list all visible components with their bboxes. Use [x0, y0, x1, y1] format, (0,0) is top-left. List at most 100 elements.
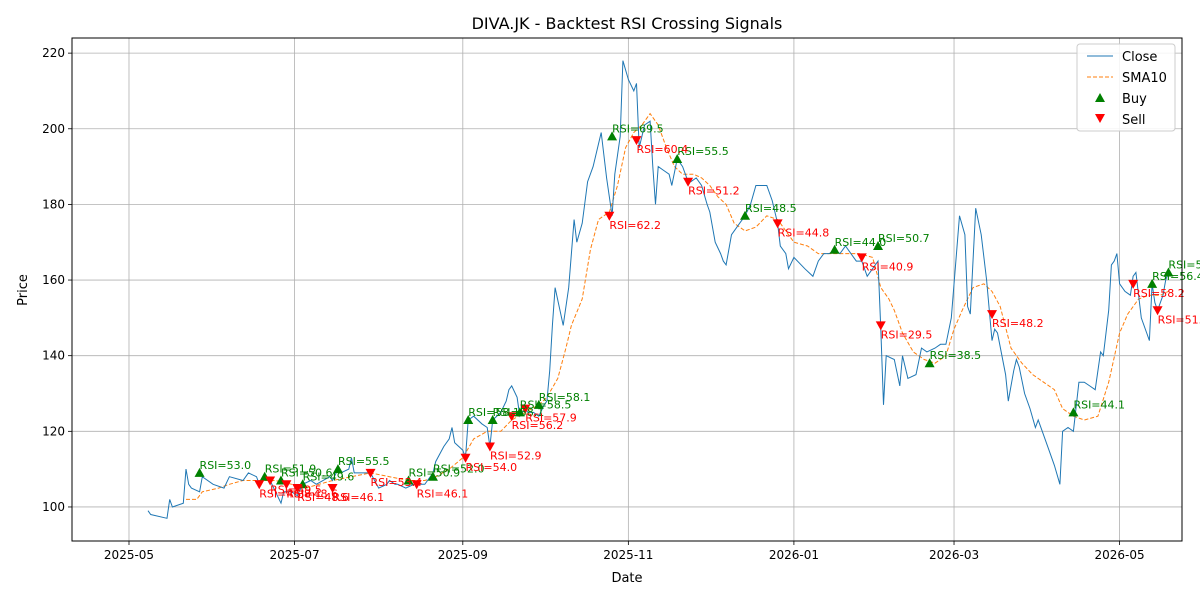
sell-annotation: RSI=49.5	[270, 483, 322, 496]
close-line	[147, 60, 1169, 519]
legend-buy-swatch	[1095, 93, 1105, 102]
y-tick-label: 220	[42, 46, 65, 60]
sell-annotation: RSI=52.9	[490, 449, 542, 462]
buy-annotation: RSI=55.5	[338, 455, 390, 468]
sell-annotation: RSI=54.0	[466, 461, 518, 474]
buy-annotation: RSI=51.9	[265, 463, 317, 476]
legend-box	[1076, 43, 1176, 132]
buy-annotation: RSI=58.5	[520, 398, 572, 411]
buy-marker	[873, 241, 884, 251]
buy-annotation: RSI=50.6	[281, 466, 333, 479]
sell-annotation: RSI=53.4	[371, 476, 423, 489]
buy-annotation: RSI=50.7	[878, 232, 930, 245]
buy-annotation: RSI=44.1	[1073, 398, 1125, 411]
sell-marker	[292, 484, 303, 494]
y-axis-ticks: 100 120 140 160 180 200 220	[42, 46, 72, 514]
legend-buy-label: Buy	[1122, 92, 1147, 107]
buy-marker	[487, 414, 498, 424]
legend: Close SMA10 Buy Sell	[1076, 43, 1176, 132]
sell-annotation: RSI=62.2	[609, 219, 661, 232]
sell-marker	[604, 211, 615, 221]
sell-marker	[1128, 279, 1139, 289]
x-tick-label: 2025-11	[603, 548, 653, 562]
sell-annotation: RSI=57.9	[525, 412, 577, 425]
buy-marker	[924, 358, 935, 368]
buy-marker	[672, 154, 683, 164]
buy-annotation: RSI=49.6	[303, 470, 355, 483]
buy-marker	[332, 464, 343, 474]
sell-marker	[772, 219, 783, 229]
buy-annotation: RSI=58.1	[539, 391, 591, 404]
buy-annotation: RSI=56.4	[1152, 270, 1200, 283]
buy-annotation: RSI=69.5	[612, 122, 664, 135]
buy-marker	[463, 414, 474, 424]
sell-marker	[1152, 306, 1163, 316]
buy-annotation: RSI=48.5	[745, 202, 797, 215]
buy-annotation: RSI=44.0	[835, 236, 887, 249]
buy-marker	[607, 131, 618, 141]
buy-annotation: RSI=38.5	[930, 349, 982, 362]
sell-annotation: RSI=48.6	[286, 487, 338, 500]
x-tick-label: 2026-05	[1095, 548, 1145, 562]
buy-marker	[1147, 278, 1158, 288]
x-axis-label: Date	[611, 571, 642, 586]
buy-marker	[427, 471, 438, 481]
buy-marker	[514, 407, 525, 417]
sell-marker	[254, 480, 265, 490]
x-tick-label: 2025-09	[438, 548, 488, 562]
buy-marker	[194, 467, 205, 477]
legend-close-label: Close	[1122, 50, 1157, 65]
sell-annotation: RSI=46.1	[333, 491, 385, 504]
sell-annotation: RSI=51.2	[688, 185, 740, 198]
y-tick-label: 140	[42, 349, 65, 363]
sell-marker	[506, 412, 517, 422]
sell-marker	[327, 484, 338, 494]
buy-annotation: RSI=57.2	[1168, 258, 1200, 271]
legend-sell-swatch	[1095, 114, 1105, 123]
sell-annotation: RSI=40.9	[862, 260, 914, 273]
sell-marker	[281, 480, 292, 490]
x-tick-label: 2025-07	[269, 548, 319, 562]
buy-marker	[1163, 267, 1174, 277]
sell-annotation: RSI=48.6	[297, 491, 349, 504]
sell-annotation: RSI=56.2	[512, 419, 564, 432]
y-axis-label: Price	[16, 274, 31, 306]
plot-frame	[71, 37, 1183, 542]
sell-marker	[631, 136, 642, 146]
x-tick-label: 2026-03	[929, 548, 979, 562]
sell-marker	[683, 177, 694, 187]
sell-marker	[411, 480, 422, 490]
y-tick-label: 100	[42, 500, 65, 514]
legend-sma10-label: SMA10	[1122, 71, 1167, 86]
buy-annotation: RSI=52.0	[433, 463, 485, 476]
buy-annotation: RSI=53.0	[200, 459, 252, 472]
sell-marker	[987, 310, 998, 320]
sell-annotation: RSI=46.8	[259, 487, 311, 500]
x-tick-label: 2025-05	[104, 548, 154, 562]
buy-annotation: RSI=58.1	[468, 406, 520, 419]
sell-marker	[484, 442, 495, 452]
sell-annotation: RSI=58.2	[1133, 287, 1185, 300]
buy-marker	[533, 399, 544, 409]
sell-marker	[875, 321, 886, 331]
y-tick-label: 160	[42, 273, 65, 287]
buy-marker	[403, 475, 414, 485]
y-tick-label: 200	[42, 122, 65, 136]
sell-marker	[265, 476, 276, 486]
buy-annotation: RSI=55.5	[677, 145, 729, 158]
chart-title: DIVA.JK - Backtest RSI Crossing Signals	[472, 14, 783, 33]
sell-marker	[365, 468, 376, 478]
signal-markers	[194, 131, 1174, 494]
x-tick-label: 2026-01	[769, 548, 819, 562]
buy-marker	[740, 210, 751, 220]
sell-marker	[856, 253, 867, 263]
sell-annotation: RSI=44.8	[778, 226, 830, 239]
sell-annotation: RSI=29.5	[881, 328, 933, 341]
buy-marker	[1068, 407, 1079, 417]
buy-annotation: RSI=50.9	[409, 466, 461, 479]
